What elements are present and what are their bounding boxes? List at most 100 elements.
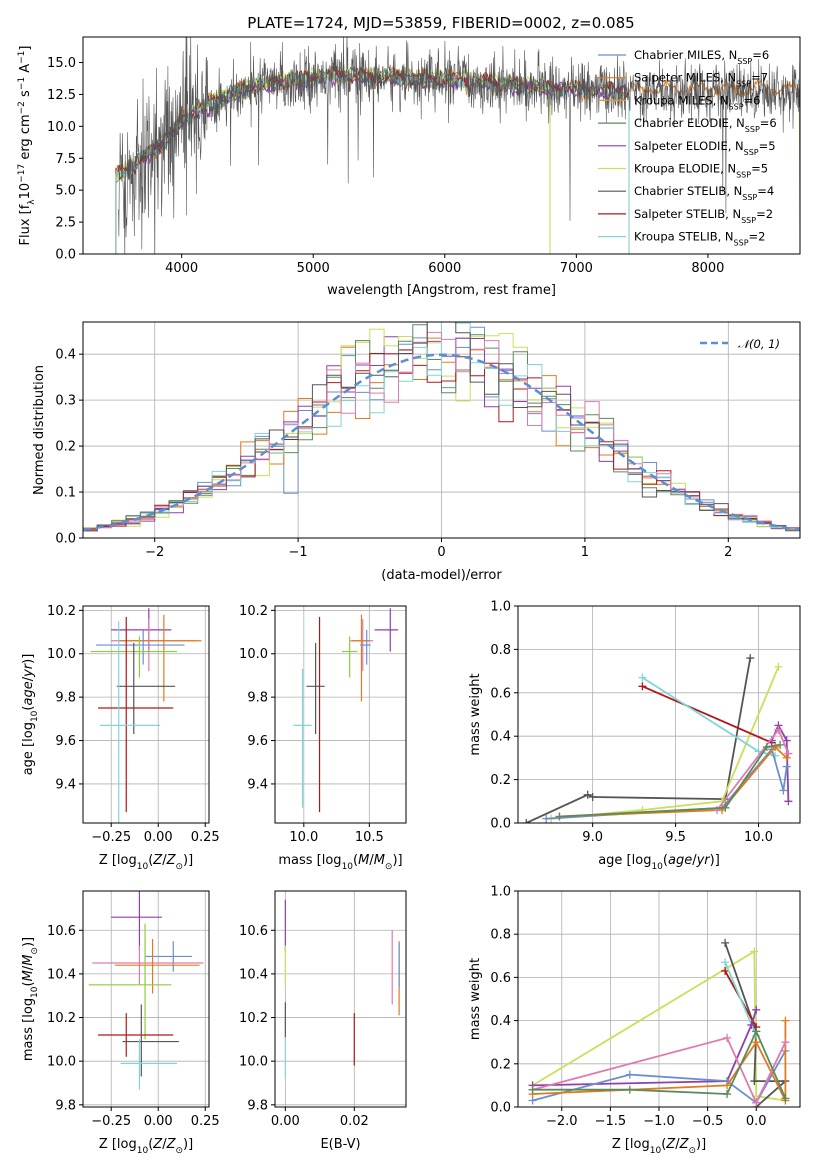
x-axis-label: (data-model)/error bbox=[381, 568, 502, 583]
x-axis-label: Z [log10(Z/Z⊙)] bbox=[99, 1137, 193, 1156]
x-tick-label: 10.0 bbox=[289, 830, 318, 845]
model-spectrum-line bbox=[115, 64, 551, 254]
legend-item: Chabrier STELIB, NSSP=4 bbox=[598, 184, 774, 202]
plus-marker bbox=[721, 803, 730, 812]
error-bar-point bbox=[341, 636, 358, 678]
legend: Chabrier MILES, NSSP=6 Salpeter MILES, NS… bbox=[598, 48, 777, 247]
plus-marker bbox=[781, 1094, 790, 1103]
grid-lines bbox=[275, 891, 406, 1107]
y-tick-label: 9.8 bbox=[55, 1098, 76, 1113]
legend-label: Salpeter STELIB, NSSP=2 bbox=[634, 207, 773, 225]
plus-marker bbox=[625, 1070, 634, 1079]
x-tick-label: −1.0 bbox=[643, 1114, 675, 1129]
y-tick-label: 0.3 bbox=[55, 394, 76, 409]
error-bar-point bbox=[111, 891, 162, 950]
y-tick-label: 0.4 bbox=[490, 1014, 511, 1029]
x-tick-label: −2 bbox=[145, 545, 164, 560]
mass-weight-line bbox=[641, 676, 776, 757]
plus-marker bbox=[723, 1081, 732, 1090]
x-tick-label: 10.5 bbox=[355, 830, 384, 845]
error-bar-point bbox=[293, 668, 312, 808]
plus-marker bbox=[752, 1098, 761, 1107]
y-tick-label: 1.0 bbox=[490, 885, 511, 900]
plus-marker bbox=[781, 1038, 790, 1047]
error-bar-point bbox=[98, 616, 174, 813]
residuals-panel: −2 −1 0 1 2 0.0 0.1 0.2 0.3 0.4 (data-model)/error… bbox=[32, 321, 801, 583]
legend: 𝒩(0, 1) bbox=[700, 337, 780, 351]
plus-marker bbox=[723, 1033, 732, 1042]
plus-marker bbox=[782, 762, 791, 771]
plus-marker bbox=[774, 725, 783, 734]
legend-item: Chabrier MILES, NSSP=6 bbox=[598, 48, 769, 66]
x-tick-label: 10.0 bbox=[744, 830, 773, 845]
y-tick-label: 0.0 bbox=[490, 817, 511, 832]
y-tick-label: 0.4 bbox=[55, 348, 76, 363]
y-axis-label: Flux [fλ10−17 erg cm−2 s−1 A−1] bbox=[17, 46, 37, 246]
x-axis-label: wavelength [Angstrom, rest frame] bbox=[327, 283, 556, 298]
plus-marker bbox=[583, 790, 592, 799]
age-vs-Z-panel: −0.25 0.00 0.25 9.4 9.6 9.8 10.0 10.2 Z [log10(Z… bbox=[21, 604, 220, 872]
y-tick-label: 0.2 bbox=[55, 440, 76, 455]
plus-marker bbox=[528, 1085, 537, 1094]
x-tick-label: 9.0 bbox=[582, 830, 603, 845]
x-axis-label: Z [log10(Z/Z⊙)] bbox=[612, 1137, 706, 1156]
y-tick-label: 1.0 bbox=[490, 600, 511, 615]
plus-marker bbox=[721, 938, 730, 947]
plus-marker bbox=[782, 753, 791, 762]
y-tick-label: 9.4 bbox=[247, 777, 268, 792]
y-tick-label: 10.0 bbox=[239, 647, 268, 662]
x-tick-label: 0.25 bbox=[191, 1114, 220, 1129]
plus-marker bbox=[588, 792, 597, 801]
legend-item: Salpeter MILES, NSSP=7 bbox=[598, 71, 768, 88]
y-tick-label: 0.2 bbox=[490, 1057, 511, 1072]
mass-weight-line bbox=[532, 1009, 758, 1087]
plus-marker bbox=[723, 1090, 732, 1099]
legend-label: Kroupa STELIB, NSSP=2 bbox=[634, 230, 765, 248]
error-bar-point bbox=[88, 923, 172, 1040]
x-tick-label: 0 bbox=[437, 545, 445, 560]
plus-marker bbox=[638, 682, 647, 691]
y-tick-label: 0.8 bbox=[490, 928, 511, 943]
error-bar-point bbox=[98, 1013, 174, 1057]
y-tick-label: 2.5 bbox=[55, 216, 76, 231]
error-bar-point bbox=[122, 1004, 179, 1077]
mass-vs-EBV-panel: 0.00 0.02 9.8 10.0 10.2 10.4 10.6 E(B-V) bbox=[239, 890, 407, 1152]
plus-marker bbox=[522, 819, 531, 823]
plus-marker bbox=[771, 743, 780, 752]
x-tick-label: 2 bbox=[724, 545, 732, 560]
plus-marker bbox=[752, 1027, 761, 1036]
x-tick-label: 0.00 bbox=[144, 830, 173, 845]
plus-marker bbox=[625, 1085, 634, 1094]
plus-marker bbox=[750, 1077, 759, 1086]
error-bar-point bbox=[120, 1039, 178, 1090]
plus-marker bbox=[776, 740, 785, 749]
mass-weight-line bbox=[525, 657, 752, 823]
error-bar-point bbox=[96, 629, 185, 665]
x-tick-label: 9.5 bbox=[665, 830, 686, 845]
legend-label: Chabrier STELIB, NSSP=4 bbox=[634, 184, 774, 202]
y-tick-label: 10.0 bbox=[47, 647, 76, 662]
age-vs-mass-panel: 10.0 10.5 9.4 9.6 9.8 10.0 10.2 mass [log10(M/M… bbox=[239, 604, 407, 872]
x-tick-label: 7000 bbox=[560, 261, 593, 276]
legend-label: 𝒩(0, 1) bbox=[738, 337, 780, 351]
x-tick-label: 0.00 bbox=[144, 1114, 173, 1129]
legend-label: Chabrier MILES, NSSP=6 bbox=[634, 48, 769, 66]
y-tick-label: 0.6 bbox=[490, 971, 511, 986]
y-tick-label: 10.2 bbox=[239, 604, 268, 619]
massweight-vs-age-panel: 9.0 9.5 10.0 0.0 0.2 0.4 0.6 0.8 1.0 age [log10(a… bbox=[468, 600, 801, 872]
observed-spectrum-line bbox=[118, 37, 800, 254]
plus-marker bbox=[784, 797, 793, 806]
y-axis-label: age [log10(age/yr)] bbox=[21, 654, 40, 776]
chart-title: PLATE=1724, MJD=53859, FIBERID=0002, z=0… bbox=[247, 14, 634, 32]
plus-marker bbox=[762, 743, 771, 752]
error-bar-point bbox=[118, 614, 202, 702]
plus-marker bbox=[747, 1020, 756, 1029]
x-tick-label: 6000 bbox=[428, 261, 461, 276]
legend-label: Kroupa ELODIE, NSSP=5 bbox=[634, 162, 768, 180]
y-axis-label: mass weight bbox=[468, 673, 483, 755]
mass-weight-line bbox=[642, 685, 773, 744]
residual-histogram-step bbox=[83, 322, 800, 538]
error-bar-point bbox=[374, 608, 399, 652]
plus-marker bbox=[782, 736, 791, 745]
